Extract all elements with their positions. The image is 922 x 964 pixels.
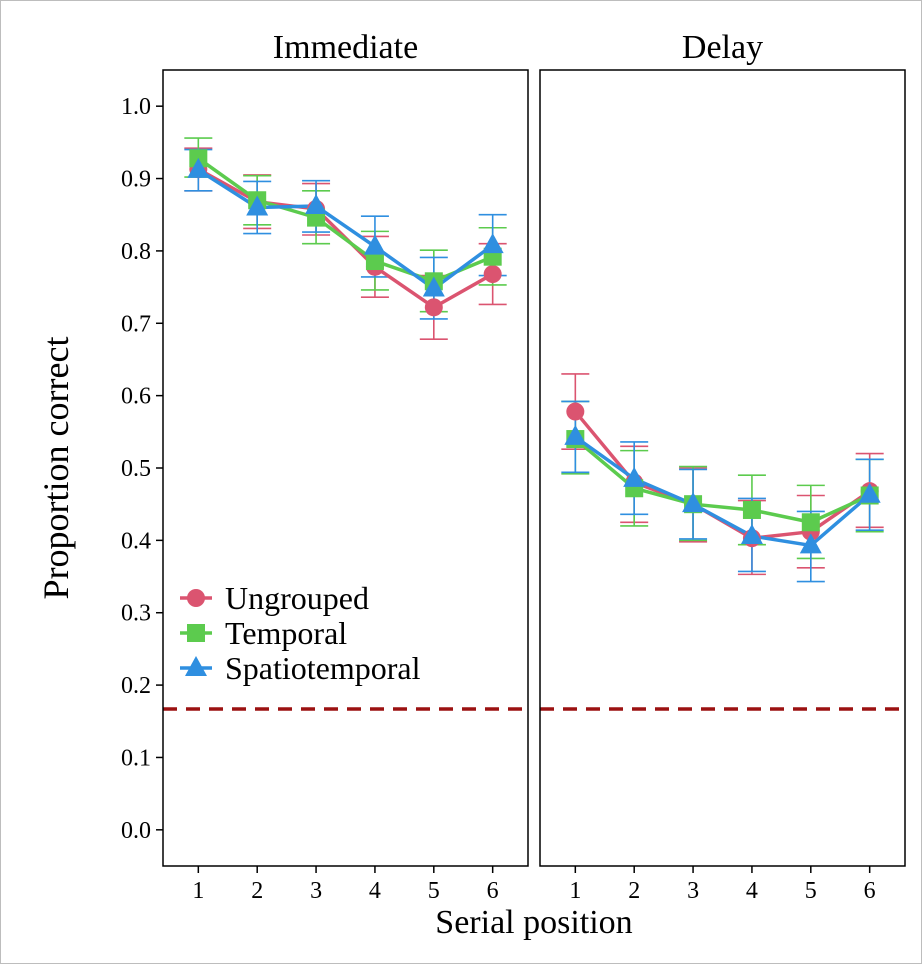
data-point-spatiotemporal <box>422 276 445 297</box>
y-tick-label: 0.2 <box>121 673 151 699</box>
x-tick-label: 4 <box>369 878 381 904</box>
panel-title: Immediate <box>273 29 418 66</box>
legend-marker-circle-icon <box>187 589 205 607</box>
legend-label: Temporal <box>225 615 347 651</box>
y-tick-label: 0.8 <box>121 239 151 265</box>
legend-marker-triangle-icon <box>185 656 207 676</box>
data-point-spatiotemporal <box>481 233 504 254</box>
y-tick-label: 0.3 <box>121 601 151 627</box>
y-tick-label: 0.9 <box>121 167 151 193</box>
data-point-temporal <box>801 513 820 532</box>
data-point-ungrouped <box>483 265 502 284</box>
x-tick-label: 6 <box>487 878 499 904</box>
panel-border <box>539 69 906 867</box>
data-point-spatiotemporal <box>246 195 269 216</box>
x-tick-label: 4 <box>746 878 758 904</box>
axes-layer: 1 2 3 4 5 6 1 2 3 4 5 6 0.0 0.1 0.2 0.3 0.4 0.5 0.6 0.7 0.8 0… <box>36 94 876 941</box>
data-point-spatiotemporal <box>187 157 210 178</box>
data-point-ungrouped <box>424 298 443 317</box>
y-tick-label: 0.6 <box>121 384 151 410</box>
legend-label: Spatiotemporal <box>225 650 421 686</box>
data-point-spatiotemporal <box>682 492 705 513</box>
panels-layer: Immediate Delay <box>162 29 906 867</box>
data-point-spatiotemporal <box>740 524 763 545</box>
data-point-spatiotemporal <box>858 482 881 503</box>
data-point-ungrouped <box>566 402 585 421</box>
y-axis-title: Proportion correct <box>36 337 76 600</box>
y-tick-label: 1.0 <box>121 94 151 120</box>
series-line-spatiotemporal <box>574 435 871 548</box>
legend-item-temporal: Temporal <box>180 615 347 651</box>
x-tick-label: 1 <box>192 878 204 904</box>
panel-immediate: Immediate <box>162 29 529 867</box>
panel-title: Delay <box>682 29 763 66</box>
x-axis-title: Serial position <box>435 904 632 941</box>
x-tick-label: 3 <box>687 878 699 904</box>
data-point-temporal <box>742 500 761 519</box>
y-tick-label: 0.5 <box>121 456 151 482</box>
x-tick-label: 5 <box>805 878 817 904</box>
x-tick-label: 5 <box>428 878 440 904</box>
panel-delay: Delay <box>539 29 906 867</box>
x-tick-label: 3 <box>310 878 322 904</box>
data-point-spatiotemporal <box>564 424 587 445</box>
series-line-temporal <box>197 156 494 284</box>
x-tick-label: 1 <box>569 878 581 904</box>
y-tick-label: 0.7 <box>121 311 151 337</box>
data-point-spatiotemporal <box>363 234 386 255</box>
data-point-spatiotemporal <box>623 466 646 487</box>
x-tick-label: 2 <box>628 878 640 904</box>
x-tick-label: 2 <box>251 878 263 904</box>
legend-item-spatiotemporal: Spatiotemporal <box>180 650 421 686</box>
y-tick-label: 0.0 <box>121 818 151 844</box>
y-tick-label: 0.4 <box>121 528 151 554</box>
legend-marker-square-icon <box>187 624 205 642</box>
series-line-temporal <box>574 437 871 525</box>
data-point-spatiotemporal <box>799 533 822 554</box>
data-point-temporal <box>365 252 384 271</box>
series-line-spatiotemporal <box>197 168 494 291</box>
data-point-spatiotemporal <box>305 194 328 215</box>
y-tick-label: 0.1 <box>121 745 151 771</box>
x-tick-label: 6 <box>864 878 876 904</box>
legend-item-ungrouped: Ungrouped <box>180 580 369 616</box>
legend-label: Ungrouped <box>225 580 369 616</box>
